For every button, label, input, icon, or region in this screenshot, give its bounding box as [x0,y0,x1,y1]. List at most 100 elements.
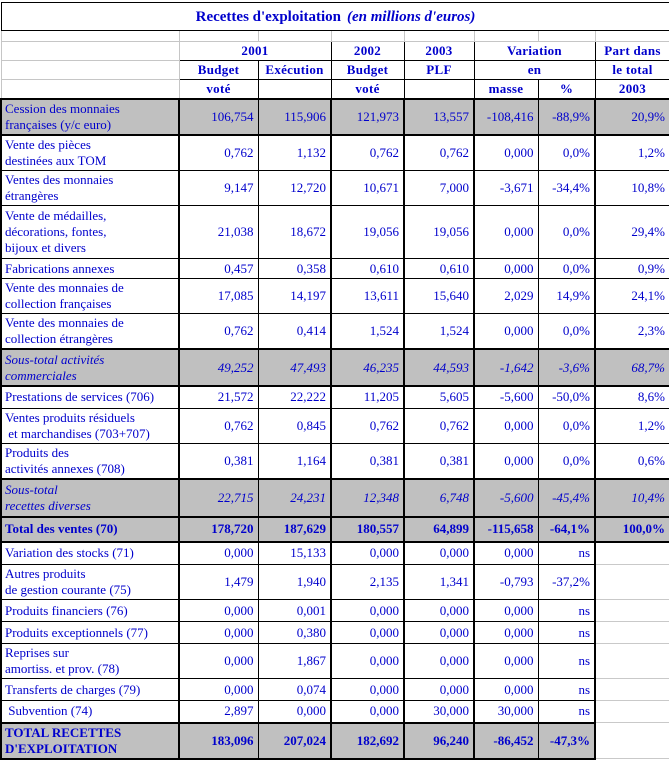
grid-spacer-cell [403,30,475,42]
value-cell: ns [537,599,596,622]
value-cell: 1,132 [257,134,332,171]
value-cell: ns [537,643,596,679]
col-header-2002: 2002 [330,41,405,61]
table-row: Ventes des monnaies étrangères 9,147 12,72… [0,170,669,206]
value-cell: 10,4% [594,477,669,518]
row-label: Prestations de services (706) [0,385,180,409]
value-cell: -3,671 [473,170,539,206]
value-cell: 0,000 [473,258,539,279]
value-cell: -47,3% [537,721,596,760]
value-cell: 0,000 [330,621,405,644]
row-label: Produits exceptionnels (77) [0,621,180,644]
value-cell: -64,1% [537,515,596,543]
grid-spacer-cell [257,30,332,42]
value-cell: 10,671 [330,170,405,206]
table-title-unit: (en millions d'euros) [347,8,476,25]
value-cell: 12,348 [330,477,405,518]
table-row: Prestations de services (706) 21,572 22,22… [0,385,669,409]
value-cell: 2,3% [594,313,669,350]
value-cell: 0,000 [473,599,539,622]
row-label: Ventes produits résiduels et marchandise… [0,407,180,444]
value-cell: 14,9% [537,278,596,314]
col-header-pct: % [537,79,596,100]
value-cell [594,564,669,600]
col-header-empty [257,79,332,100]
grid-spacer-row [0,30,669,42]
table-row: Total des ventes (70) 178,720 187,629 180,5… [0,515,669,543]
value-cell: 207,024 [257,721,332,760]
value-cell: 12,720 [257,170,332,206]
table-row: Variation des stocks (71) 0,000 15,133 0,00… [0,541,669,565]
row-label: Total des ventes (70) [0,515,180,543]
value-cell: 21,038 [178,205,259,259]
value-cell: 0,0% [537,258,596,279]
table-row: Cession des monnaies françaises (y/c eur… [0,98,669,136]
value-cell: 1,867 [257,643,332,679]
value-cell: 0,0% [537,205,596,259]
value-cell: 0,000 [473,678,539,701]
grid-spacer-cell [537,30,596,42]
value-cell: 8,6% [594,385,669,409]
row-label: Cession des monnaies françaises (y/c eur… [0,98,180,136]
value-cell: 180,557 [330,515,405,543]
value-cell: ns [537,678,596,701]
value-cell: 21,572 [178,385,259,409]
col-header-masse: masse [473,79,539,100]
row-label: Sous-total recettes diverses [0,477,180,518]
value-cell: 1,479 [178,564,259,600]
row-label: Vente des monnaies de collection étrangè… [0,313,180,350]
value-cell: 100,0% [594,515,669,543]
table-row: Ventes produits résiduels et marchandise… [0,407,669,444]
value-cell: 1,524 [330,313,405,350]
grid-spacer-cell [594,30,669,42]
row-label: Subvention (74) [0,700,180,723]
value-cell: 49,252 [178,348,259,387]
value-cell: 183,096 [178,721,259,760]
value-cell: 0,762 [178,313,259,350]
table-row: Vente des monnaies de collection françai… [0,278,669,314]
value-cell: 0,0% [537,407,596,444]
value-cell: 14,197 [257,278,332,314]
value-cell: 0,000 [403,678,475,701]
value-cell [594,700,669,723]
table-row: Fabrications annexes 0,457 0,358 0,610 0,610… [0,258,669,279]
col-header-budget-2001: Budget [178,60,259,80]
table-row: Vente des pièces destinées aux TOM 0,762 1… [0,134,669,171]
value-cell: 22,222 [257,385,332,409]
value-cell: 1,341 [403,564,475,600]
value-cell [594,541,669,565]
header-label-spacer [0,41,180,61]
value-cell [594,599,669,622]
value-cell: 15,133 [257,541,332,565]
table-title-text: Recettes d'exploitation [195,8,342,25]
value-cell: ns [537,541,596,565]
value-cell: -108,416 [473,98,539,136]
value-cell: 0,000 [330,678,405,701]
value-cell: 0,457 [178,258,259,279]
value-cell: 0,001 [257,599,332,622]
value-cell: 11,205 [330,385,405,409]
grid-spacer-cell [330,30,405,42]
value-cell: 0,000 [473,205,539,259]
value-cell: 0,9% [594,258,669,279]
col-header-part-2: le total [594,60,669,80]
table-row: Transferts de charges (79) 0,000 0,074 0,00… [0,678,669,701]
value-cell: 2,029 [473,278,539,314]
value-cell: 2,135 [330,564,405,600]
col-header-plf: PLF [403,60,475,80]
col-header-vote-2001: voté [178,79,259,100]
row-label: Vente de médailles, décorations, fontes,… [0,205,180,259]
value-cell: 1,2% [594,407,669,444]
grid-spacer-cell [473,30,539,42]
value-cell: 0,762 [178,134,259,171]
value-cell: 0,000 [403,621,475,644]
value-cell: 0,000 [403,599,475,622]
value-cell: 0,762 [330,134,405,171]
value-cell: 0,762 [403,134,475,171]
value-cell: 1,2% [594,134,669,171]
value-cell: -88,9% [537,98,596,136]
value-cell: 0,000 [330,700,405,723]
value-cell: 5,605 [403,385,475,409]
value-cell: 0,380 [257,621,332,644]
